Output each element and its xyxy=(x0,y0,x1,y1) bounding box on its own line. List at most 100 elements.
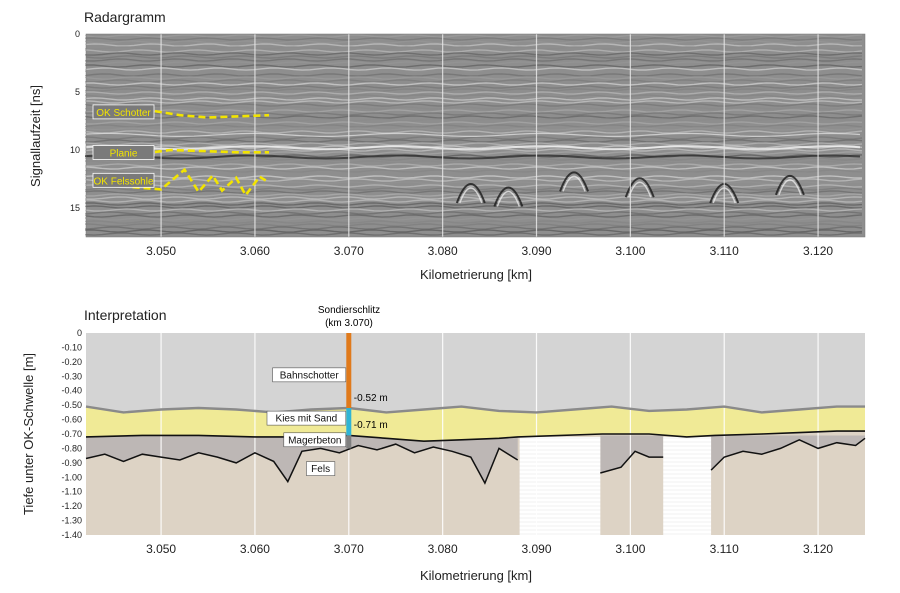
interp-y-tick: -1.30 xyxy=(61,516,82,526)
layer-fill-bahnschotter xyxy=(86,333,865,413)
borehole-segment-bahnschotter xyxy=(346,333,352,409)
radar-x-tick: 3.110 xyxy=(710,244,739,258)
radar-reflector xyxy=(85,58,863,62)
layer-label: Kies mit Sand xyxy=(266,410,347,426)
radar-diffraction xyxy=(778,179,802,196)
no-data-gap xyxy=(519,436,601,535)
radar-horizon-label-text: Planie xyxy=(110,148,138,159)
radar-horizon-label: OK Schotter xyxy=(92,104,155,120)
interp-title: Interpretation xyxy=(84,307,167,323)
interp-y-ticks: 0 -0.10 -0.20 -0.30 -0.40 -0.50 -0.60 -0.70 -0.8… xyxy=(61,328,82,540)
radar-horizon-label-box xyxy=(92,104,155,120)
radar-reflector xyxy=(85,82,863,86)
radar-reflector xyxy=(85,208,863,212)
layer-label-box xyxy=(306,461,336,476)
radar-reflector xyxy=(85,151,863,155)
radar-reflector xyxy=(85,211,863,215)
radar-reflector xyxy=(85,100,863,104)
radar-reflector xyxy=(85,214,863,218)
interp-x-tick: 3.110 xyxy=(710,542,739,556)
interp-y-tick: -0.70 xyxy=(61,429,82,439)
radar-reflector xyxy=(85,40,863,44)
radar-vgrid xyxy=(160,34,819,237)
radar-reflector xyxy=(85,184,863,188)
radar-reflector xyxy=(85,175,862,179)
interp-x-tick: 3.080 xyxy=(428,542,458,556)
borehole-segment-kies xyxy=(346,408,352,436)
layer-label: Magerbeton xyxy=(283,432,347,448)
radar-horizon-line xyxy=(99,167,270,198)
radar-reflector xyxy=(85,88,863,92)
interp-y-tick: -0.90 xyxy=(61,458,82,468)
radar-reflector xyxy=(85,49,863,53)
radar-xlabel: Kilometrierung [km] xyxy=(420,267,532,282)
interp-x-tick: 3.060 xyxy=(240,542,270,556)
radar-diffraction xyxy=(559,171,589,192)
interp-y-tick: -0.10 xyxy=(61,342,82,352)
radar-x-tick: 3.070 xyxy=(334,244,364,258)
radar-diffraction xyxy=(624,177,655,198)
radar-diffraction xyxy=(774,174,805,196)
radar-reflector xyxy=(85,136,863,140)
radar-reflector xyxy=(85,181,863,185)
radar-reflector xyxy=(85,202,863,206)
radar-reflector xyxy=(85,34,863,38)
layer-label-text: Kies mit Sand xyxy=(276,414,338,425)
radar-reflector xyxy=(85,223,863,227)
radar-diffraction xyxy=(493,186,524,207)
layer-fill-magerbeton xyxy=(86,435,518,484)
radar-reflector xyxy=(85,91,863,95)
radar-reflector xyxy=(85,130,863,134)
layer-label: Bahnschotter xyxy=(272,367,347,383)
layer-label-text: Bahnschotter xyxy=(280,370,340,381)
radar-reflector xyxy=(85,121,863,125)
radar-y-tick: 5 xyxy=(75,87,80,97)
radar-reflector xyxy=(85,61,863,65)
interp-y-tick: 0 xyxy=(77,328,82,338)
borehole-title: Sondierschlitz xyxy=(318,305,380,316)
radar-reflector xyxy=(85,43,862,47)
radar-reflector xyxy=(85,145,863,149)
radar-band xyxy=(85,154,861,160)
radar-reflector xyxy=(85,118,863,122)
radar-reflector xyxy=(85,76,863,80)
radar-x-tick: 3.050 xyxy=(146,244,176,258)
interp-ylabel: Tiefe unter OK-Schwelle [m] xyxy=(21,353,36,515)
radar-diffraction xyxy=(459,187,483,204)
radar-reflector xyxy=(85,52,863,56)
borehole: Sondierschlitz (km 3.070) -0.52 m -0.71 … xyxy=(318,305,388,449)
radar-reflector xyxy=(85,109,863,113)
radar-reflector xyxy=(85,55,863,59)
interp-x-tick: 3.090 xyxy=(521,542,551,556)
radar-reflector xyxy=(85,217,863,221)
interp-y-tick: -0.30 xyxy=(61,371,82,381)
layer-label-box xyxy=(283,432,347,448)
radar-x-tick: 3.090 xyxy=(521,244,551,258)
interp-boundary-lines xyxy=(85,405,866,485)
radar-reflector xyxy=(85,124,863,128)
radar-horizon-label-text: OK Schotter xyxy=(96,108,151,119)
interp-y-tick: -1.20 xyxy=(61,501,82,511)
no-data-gap xyxy=(663,436,712,535)
boundary-kies xyxy=(85,430,865,443)
radar-band xyxy=(85,132,861,137)
radar-reflector xyxy=(85,127,863,131)
radar-reflector xyxy=(85,226,863,230)
radar-reflector xyxy=(85,112,863,116)
radar-x-tick: 3.100 xyxy=(615,244,645,258)
radar-reflector xyxy=(85,199,863,203)
interp-layer-fills xyxy=(86,333,865,535)
radar-reflector xyxy=(85,172,863,176)
radar-reflector xyxy=(85,37,863,41)
radar-reflector xyxy=(85,229,863,233)
radar-reflector xyxy=(85,190,863,194)
layer-label-box xyxy=(266,410,347,426)
radar-frame xyxy=(85,33,866,238)
radar-horizon-labels: OK Schotter Planie OK Felssohle xyxy=(92,104,155,188)
radar-reflector xyxy=(85,142,863,146)
interp-x-tick: 3.070 xyxy=(334,542,364,556)
layer-label: Fels xyxy=(306,461,336,476)
radar-reflector xyxy=(85,46,863,50)
borehole-segment-magerbeton xyxy=(346,435,352,449)
